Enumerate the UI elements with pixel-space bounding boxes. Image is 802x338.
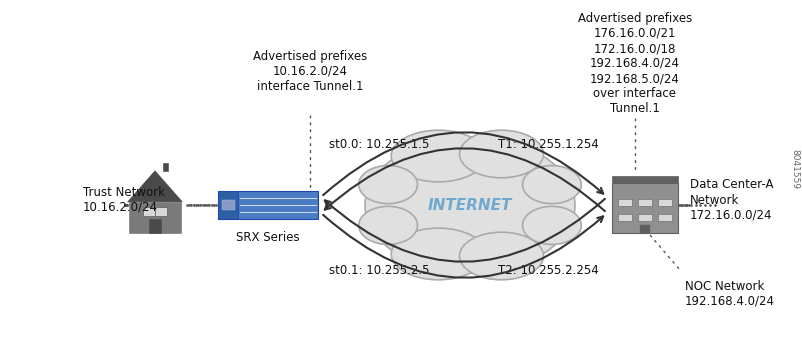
- Polygon shape: [611, 183, 677, 233]
- Ellipse shape: [459, 130, 543, 178]
- Polygon shape: [639, 224, 649, 233]
- Polygon shape: [637, 214, 651, 221]
- Ellipse shape: [459, 232, 543, 280]
- Text: Data Center-A
Network
172.16.0.0/24: Data Center-A Network 172.16.0.0/24: [689, 178, 772, 221]
- Ellipse shape: [391, 130, 485, 182]
- Text: Trust Network
10.16.2.0/24: Trust Network 10.16.2.0/24: [83, 186, 164, 214]
- Polygon shape: [129, 202, 180, 233]
- Polygon shape: [143, 207, 155, 216]
- Polygon shape: [217, 191, 237, 219]
- Text: Advertised prefixes
176.16.0.0/21
172.16.0.0/18
192.168.4.0/24
192.168.5.0/24
ov: Advertised prefixes 176.16.0.0/21 172.16…: [577, 12, 691, 115]
- Ellipse shape: [365, 137, 574, 273]
- Text: INTERNET: INTERNET: [427, 197, 512, 213]
- Polygon shape: [163, 164, 168, 171]
- Polygon shape: [618, 214, 632, 221]
- Polygon shape: [149, 219, 160, 233]
- Ellipse shape: [358, 166, 417, 203]
- Text: Advertised prefixes
10.16.2.0/24
interface Tunnel.1: Advertised prefixes 10.16.2.0/24 interfa…: [253, 50, 367, 93]
- Ellipse shape: [522, 207, 581, 244]
- Polygon shape: [657, 198, 671, 206]
- Ellipse shape: [522, 166, 581, 203]
- Ellipse shape: [358, 207, 417, 244]
- Text: SRX Series: SRX Series: [236, 231, 299, 244]
- Text: NOC Network
192.168.4.0/24: NOC Network 192.168.4.0/24: [684, 280, 774, 308]
- Polygon shape: [217, 191, 318, 219]
- Polygon shape: [221, 200, 234, 210]
- Text: T1: 10.255.1.254: T1: 10.255.1.254: [497, 139, 598, 151]
- Text: T2: 10.255.2.254: T2: 10.255.2.254: [497, 264, 598, 276]
- Text: 8041559: 8041559: [789, 149, 799, 189]
- Polygon shape: [128, 171, 182, 202]
- Polygon shape: [618, 198, 632, 206]
- Polygon shape: [155, 207, 167, 216]
- Text: st0.1: 10.255.2.5: st0.1: 10.255.2.5: [329, 264, 429, 276]
- Text: st0.0: 10.255.1.5: st0.0: 10.255.1.5: [329, 139, 429, 151]
- Polygon shape: [657, 214, 671, 221]
- Polygon shape: [611, 176, 677, 183]
- Polygon shape: [637, 198, 651, 206]
- Ellipse shape: [391, 228, 485, 280]
